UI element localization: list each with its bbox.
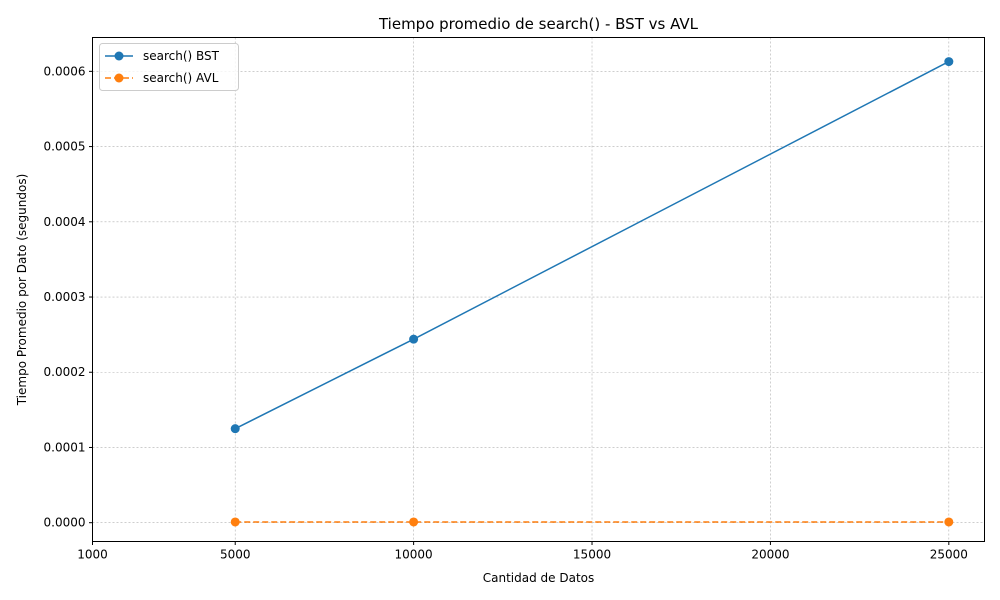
y-tick-label: 0.0001	[44, 440, 86, 454]
legend-frame	[99, 43, 239, 91]
x-tick-label: 10000	[395, 548, 433, 562]
legend: search() BST search() AVL	[99, 43, 239, 91]
x-tick-label: 25000	[930, 548, 968, 562]
y-tick-label: 0.0005	[44, 140, 86, 154]
series-1-point	[409, 517, 419, 527]
legend-label-avl: search() AVL	[143, 71, 219, 85]
y-axis-title: Tiempo Promedio por Dato (segundos)	[15, 174, 29, 407]
plot-frame	[92, 37, 985, 542]
y-tick-label: 0.0006	[44, 64, 86, 78]
y-tick-label: 0.0004	[44, 215, 86, 229]
series-layer	[230, 57, 954, 527]
series-1-point	[230, 517, 240, 527]
y-tick-label: 0.0002	[44, 365, 86, 379]
x-axis-ticks: 1000 5000 10000 15000 20000 25000	[77, 541, 968, 562]
x-tick-label: 1000	[77, 548, 108, 562]
x-axis-title: Cantidad de Datos	[483, 571, 595, 585]
legend-marker-avl	[114, 73, 124, 83]
y-tick-label: 0.0000	[44, 516, 86, 530]
legend-marker-bst	[114, 51, 124, 61]
series-0-point	[230, 424, 240, 434]
series-0-point	[944, 57, 954, 67]
series-1-point	[944, 517, 954, 527]
series-0-point	[409, 334, 419, 344]
y-axis-ticks: 0.0000 0.0001 0.0002 0.0003 0.0004 0.0005 0.00…	[44, 64, 93, 530]
grid-layer	[92, 37, 985, 542]
y-tick-label: 0.0003	[44, 290, 86, 304]
chart-title: Tiempo promedio de search() - BST vs AVL	[378, 15, 699, 33]
x-tick-label: 15000	[573, 548, 611, 562]
x-tick-label: 5000	[220, 548, 251, 562]
x-tick-label: 20000	[751, 548, 789, 562]
legend-label-bst: search() BST	[143, 49, 220, 63]
